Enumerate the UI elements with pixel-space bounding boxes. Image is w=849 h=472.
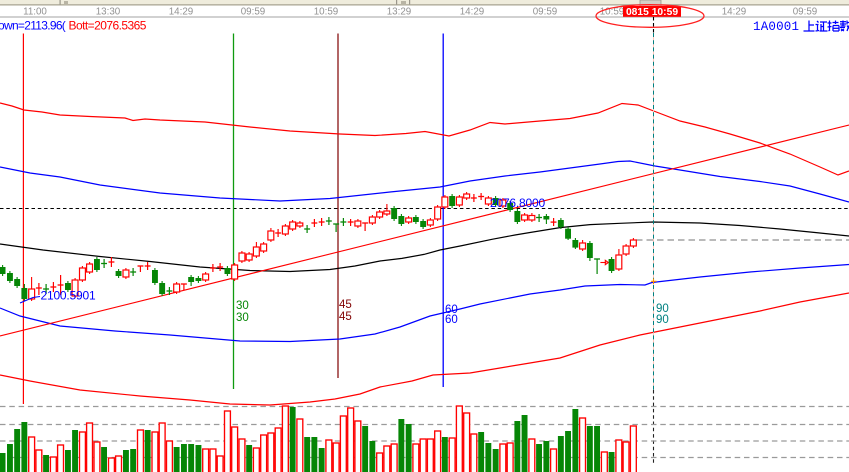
svg-text:09:59: 09:59 [793, 7, 818, 18]
svg-text:10:59: 10:59 [600, 7, 625, 18]
svg-text:13:30: 13:30 [96, 7, 121, 18]
svg-text:14:29: 14:29 [722, 7, 747, 18]
svg-text:09:59: 09:59 [533, 7, 558, 18]
svg-text:10:59: 10:59 [314, 7, 339, 18]
svg-text:11:00: 11:00 [23, 7, 47, 18]
svg-text:own=2113.96(: own=2113.96( [0, 19, 66, 33]
svg-text:45: 45 [339, 311, 352, 323]
svg-text:90: 90 [656, 314, 669, 326]
svg-text:Bott=2076.5365: Bott=2076.5365 [69, 19, 147, 33]
svg-text:60: 60 [445, 304, 458, 316]
svg-text:30: 30 [236, 312, 249, 324]
svg-text:2100.5901: 2100.5901 [41, 289, 96, 303]
svg-text:30: 30 [236, 300, 249, 312]
svg-text:90: 90 [656, 303, 669, 315]
svg-text:13:29: 13:29 [387, 7, 412, 18]
svg-text:0815 10:59: 0815 10:59 [626, 7, 678, 18]
svg-text:14:29: 14:29 [460, 7, 485, 18]
svg-text:60: 60 [445, 314, 458, 326]
svg-text:45: 45 [339, 299, 352, 311]
svg-text:09:59: 09:59 [241, 7, 266, 18]
svg-text:14:29: 14:29 [169, 7, 194, 18]
svg-text:1A0001: 1A0001 [753, 20, 799, 34]
svg-text:2076.8000: 2076.8000 [490, 196, 545, 210]
